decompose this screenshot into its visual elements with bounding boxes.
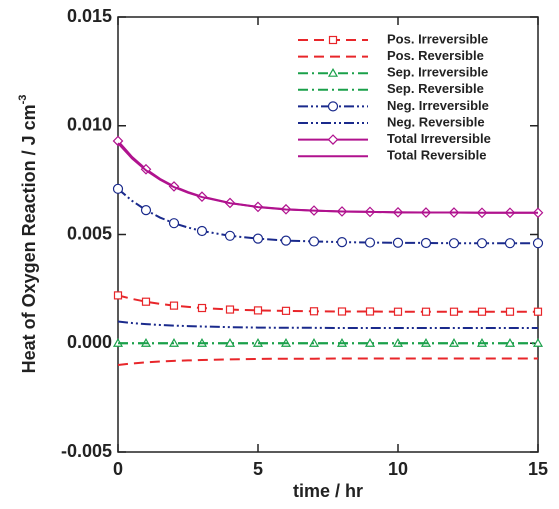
x-tick-label: 10 — [388, 459, 408, 479]
marker — [533, 307, 543, 316]
marker — [392, 237, 404, 248]
marker — [449, 307, 459, 316]
legend-label: Total Reversible — [387, 148, 486, 163]
series-line — [117, 142, 538, 214]
y-tick-label: 0.000 — [67, 332, 112, 352]
marker — [393, 307, 403, 316]
marker — [281, 306, 291, 315]
marker — [532, 338, 544, 347]
legend-label: Sep. Reversible — [387, 81, 484, 96]
marker — [168, 218, 180, 229]
series-line — [117, 320, 538, 330]
y-axis-title-superscript: -3 — [17, 95, 29, 105]
marker — [169, 301, 179, 310]
legend-marker — [327, 134, 339, 145]
legend-label: Sep. Irreversible — [387, 65, 488, 80]
x-axis-title: time / hr — [293, 481, 363, 501]
marker — [280, 235, 292, 246]
marker — [113, 291, 123, 300]
y-tick-label: 0.005 — [67, 223, 112, 243]
y-tick-label: -0.005 — [61, 441, 112, 461]
marker — [252, 233, 264, 244]
marker — [336, 237, 348, 248]
marker — [197, 303, 207, 313]
marker — [337, 307, 347, 316]
x-tick-label: 15 — [528, 459, 548, 479]
marker — [421, 307, 431, 316]
marker — [504, 238, 516, 249]
series-line — [117, 357, 538, 366]
x-tick-label: 0 — [113, 459, 123, 479]
marker — [112, 135, 124, 147]
y-tick-label: 0.015 — [67, 6, 112, 26]
y-tick-label: 0.010 — [67, 115, 112, 135]
series-line — [117, 294, 538, 313]
marker — [505, 307, 515, 316]
legend-marker — [327, 67, 339, 77]
legend-marker — [327, 101, 339, 112]
y-axis-title: Heat of Oxygen Reaction / J cm-3 — [17, 95, 39, 374]
marker — [420, 237, 432, 249]
marker — [364, 237, 376, 248]
marker — [224, 230, 236, 241]
x-tick-label: 5 — [253, 459, 263, 479]
marker — [253, 306, 263, 315]
legend-marker — [328, 35, 338, 45]
marker — [308, 236, 320, 247]
marker — [141, 297, 151, 306]
marker — [309, 307, 319, 316]
legend-label: Pos. Irreversible — [387, 31, 488, 46]
legend-label: Total Irreversible — [387, 131, 491, 146]
marker — [225, 305, 235, 314]
legend-label: Neg. Irreversible — [387, 98, 489, 113]
marker — [365, 307, 375, 316]
marker — [196, 225, 208, 237]
marker — [448, 238, 460, 249]
legend-label: Pos. Reversible — [387, 48, 484, 63]
marker — [532, 238, 544, 249]
marker — [476, 238, 488, 249]
series-line — [117, 188, 538, 245]
legend-label: Neg. Reversible — [387, 114, 485, 129]
marker — [140, 205, 152, 216]
marker — [477, 307, 487, 316]
y-axis-title-text: Heat of Oxygen Reaction / J cm — [19, 104, 39, 373]
marker — [112, 183, 124, 194]
